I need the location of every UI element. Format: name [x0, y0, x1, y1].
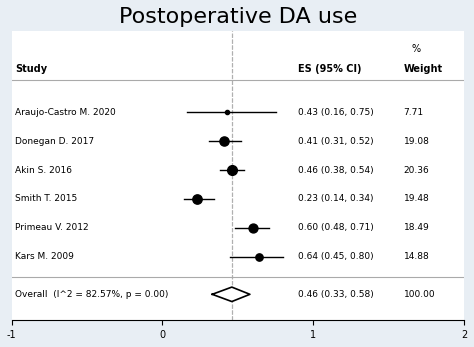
Text: Study: Study [15, 64, 47, 74]
Polygon shape [212, 287, 250, 302]
Title: Postoperative DA use: Postoperative DA use [118, 7, 357, 27]
Text: 100.00: 100.00 [404, 290, 435, 299]
Text: 19.48: 19.48 [404, 194, 429, 203]
Text: Primeau V. 2012: Primeau V. 2012 [15, 223, 88, 232]
Text: Smith T. 2015: Smith T. 2015 [15, 194, 77, 203]
Text: 7.71: 7.71 [404, 108, 424, 117]
Text: 0.46 (0.33, 0.58): 0.46 (0.33, 0.58) [298, 290, 374, 299]
Text: Donegan D. 2017: Donegan D. 2017 [15, 137, 94, 146]
Text: 0.60 (0.48, 0.71): 0.60 (0.48, 0.71) [298, 223, 374, 232]
Text: Araujo-Castro M. 2020: Araujo-Castro M. 2020 [15, 108, 116, 117]
Text: Overall  (I^2 = 82.57%, p = 0.00): Overall (I^2 = 82.57%, p = 0.00) [15, 290, 168, 299]
Text: 0.23 (0.14, 0.34): 0.23 (0.14, 0.34) [298, 194, 374, 203]
Text: 19.08: 19.08 [404, 137, 429, 146]
Text: Akin S. 2016: Akin S. 2016 [15, 166, 72, 175]
Text: 0.43 (0.16, 0.75): 0.43 (0.16, 0.75) [298, 108, 374, 117]
Text: 14.88: 14.88 [404, 252, 429, 261]
Text: Kars M. 2009: Kars M. 2009 [15, 252, 73, 261]
Text: 18.49: 18.49 [404, 223, 429, 232]
Text: Weight: Weight [404, 64, 443, 74]
Text: 0.64 (0.45, 0.80): 0.64 (0.45, 0.80) [298, 252, 374, 261]
Text: %: % [411, 44, 420, 54]
Text: 20.36: 20.36 [404, 166, 429, 175]
Text: 0.41 (0.31, 0.52): 0.41 (0.31, 0.52) [298, 137, 374, 146]
Text: 0.46 (0.38, 0.54): 0.46 (0.38, 0.54) [298, 166, 374, 175]
Text: ES (95% CI): ES (95% CI) [298, 64, 362, 74]
